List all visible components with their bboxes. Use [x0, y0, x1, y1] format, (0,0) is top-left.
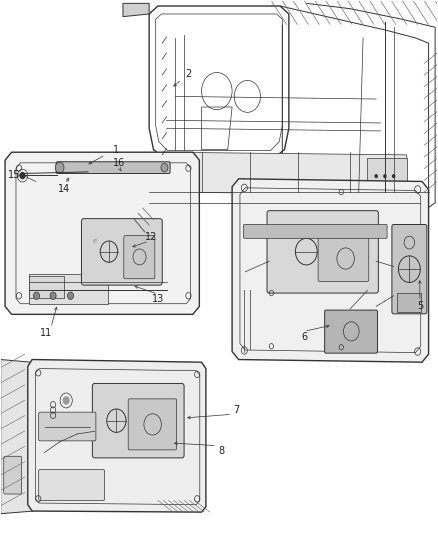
- Text: 2: 2: [185, 69, 191, 79]
- FancyBboxPatch shape: [39, 470, 105, 500]
- FancyBboxPatch shape: [367, 158, 407, 192]
- FancyBboxPatch shape: [267, 211, 378, 293]
- Circle shape: [374, 182, 378, 186]
- FancyBboxPatch shape: [318, 236, 369, 281]
- Text: e: e: [92, 238, 97, 244]
- Polygon shape: [1, 360, 33, 514]
- Circle shape: [161, 164, 168, 172]
- Circle shape: [392, 182, 396, 186]
- Text: 6: 6: [301, 332, 307, 342]
- Circle shape: [383, 174, 387, 178]
- Polygon shape: [123, 3, 149, 17]
- Circle shape: [63, 396, 70, 405]
- Circle shape: [383, 182, 387, 186]
- Text: 5: 5: [417, 301, 423, 311]
- Text: 16: 16: [113, 158, 125, 168]
- Circle shape: [33, 292, 39, 300]
- FancyBboxPatch shape: [397, 293, 421, 312]
- Text: 1: 1: [113, 144, 120, 155]
- Polygon shape: [28, 360, 206, 512]
- FancyBboxPatch shape: [29, 274, 108, 304]
- Text: 7: 7: [233, 405, 240, 415]
- FancyBboxPatch shape: [244, 224, 387, 238]
- Circle shape: [374, 174, 378, 178]
- FancyBboxPatch shape: [392, 224, 427, 314]
- Text: 15: 15: [7, 170, 20, 180]
- Text: 12: 12: [145, 232, 158, 243]
- FancyBboxPatch shape: [81, 219, 162, 285]
- Circle shape: [50, 292, 56, 300]
- FancyBboxPatch shape: [92, 383, 184, 458]
- FancyBboxPatch shape: [39, 412, 96, 441]
- Polygon shape: [162, 152, 407, 195]
- Text: 8: 8: [218, 446, 224, 456]
- Polygon shape: [232, 179, 428, 362]
- Circle shape: [19, 172, 25, 179]
- Polygon shape: [5, 152, 199, 314]
- FancyBboxPatch shape: [56, 162, 170, 173]
- FancyBboxPatch shape: [29, 276, 64, 298]
- Text: 14: 14: [58, 184, 70, 195]
- FancyBboxPatch shape: [325, 310, 378, 353]
- Text: 11: 11: [40, 328, 53, 338]
- Circle shape: [67, 292, 74, 300]
- FancyBboxPatch shape: [4, 456, 21, 494]
- Circle shape: [55, 163, 64, 173]
- Text: 13: 13: [152, 294, 164, 304]
- Circle shape: [392, 174, 396, 178]
- FancyBboxPatch shape: [124, 236, 155, 279]
- FancyBboxPatch shape: [128, 399, 177, 450]
